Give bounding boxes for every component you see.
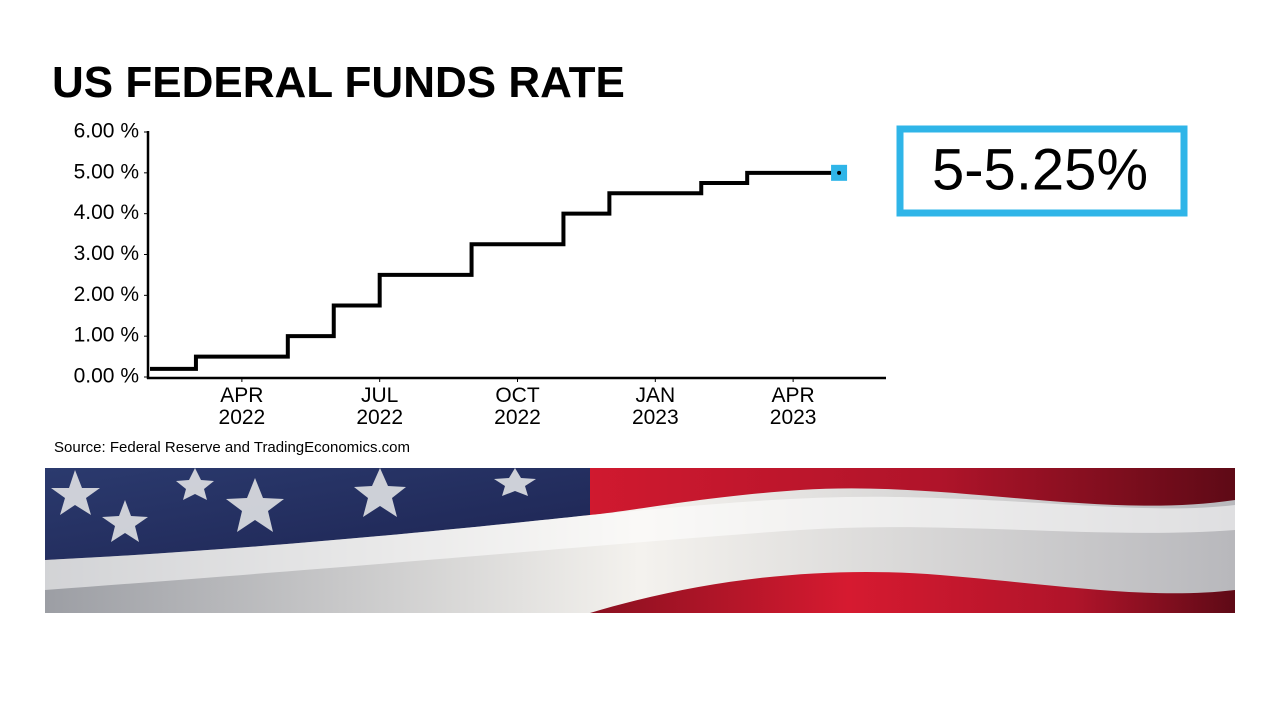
x-tick-label: OCT 2022 (494, 384, 541, 429)
x-tick-label: JUL 2022 (356, 384, 403, 429)
y-tick-label: 2.00 % (74, 283, 139, 306)
flag-banner (45, 468, 1235, 613)
x-tick-label: APR 2022 (219, 384, 266, 429)
y-tick-label: 3.00 % (74, 242, 139, 265)
callout-text: 5-5.25% (932, 137, 1148, 202)
rate-line (150, 170, 840, 371)
y-tick-label: 6.00 % (74, 120, 139, 143)
x-tick-label: APR 2023 (770, 384, 817, 429)
callout-box (896, 125, 1188, 217)
y-tick-label: 5.00 % (74, 160, 139, 183)
y-tick-label: 4.00 % (74, 201, 139, 224)
x-tick-label: JAN 2023 (632, 384, 679, 429)
chart-title: US FEDERAL FUNDS RATE (52, 58, 625, 107)
end-marker-dot (837, 170, 842, 175)
source-note: Source: Federal Reserve and TradingEcono… (54, 439, 410, 456)
y-tick-label: 0.00 % (74, 365, 139, 388)
y-tick-label: 1.00 % (74, 324, 139, 347)
